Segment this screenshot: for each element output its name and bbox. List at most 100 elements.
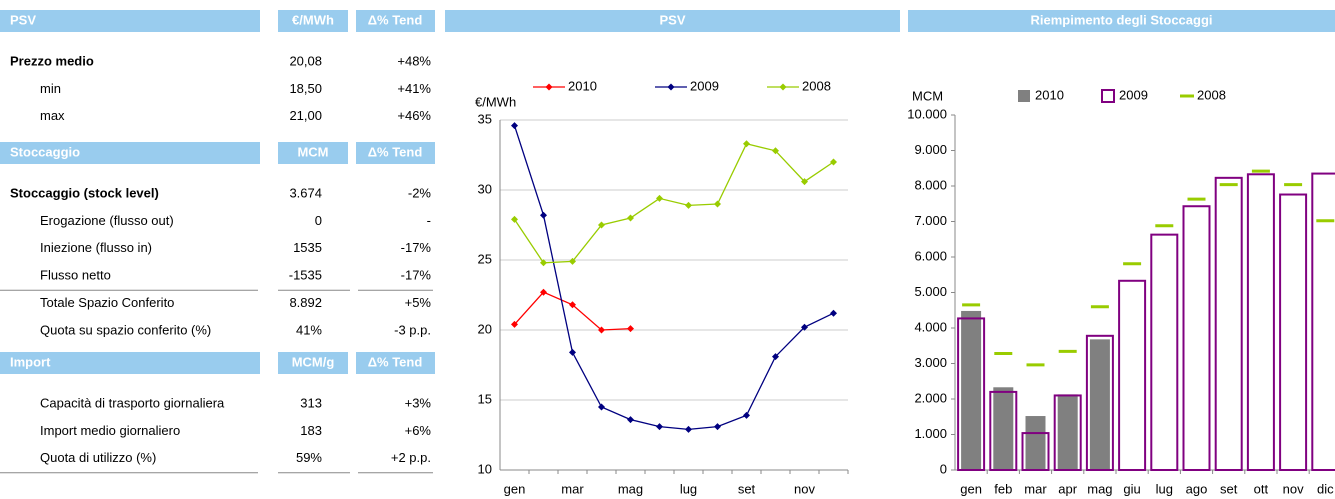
row-value: 183 bbox=[300, 423, 322, 438]
bar bbox=[961, 310, 982, 470]
header-cell bbox=[278, 352, 348, 374]
row-value: 21,00 bbox=[289, 108, 322, 123]
x-tick-label: ott bbox=[1254, 481, 1269, 496]
y-tick-label: 15 bbox=[478, 391, 492, 406]
point-marker bbox=[627, 416, 634, 424]
y-tick-label: 0 bbox=[940, 461, 947, 476]
bar-outline bbox=[1311, 172, 1335, 471]
point-marker bbox=[830, 309, 837, 317]
x-tick-label: ago bbox=[1186, 481, 1208, 496]
y-tick-label: 25 bbox=[478, 251, 492, 266]
y-axis-label: MCM bbox=[912, 88, 943, 103]
header-cell bbox=[278, 142, 348, 164]
row-value: 1535 bbox=[293, 240, 322, 255]
header-cell bbox=[356, 142, 435, 164]
chart-title: Riempimento degli Stoccaggi bbox=[1030, 12, 1212, 27]
header-cell bbox=[0, 142, 260, 164]
x-tick-label: mag bbox=[1087, 481, 1112, 496]
point-marker bbox=[598, 403, 605, 411]
header-cell bbox=[356, 10, 435, 32]
point-marker bbox=[540, 288, 547, 296]
legend-label: 2009 bbox=[1119, 87, 1148, 102]
y-tick-label: 10 bbox=[478, 461, 492, 476]
bar-outline bbox=[1214, 176, 1243, 472]
legend-label: 2008 bbox=[1197, 87, 1226, 102]
bar-outline bbox=[1150, 233, 1179, 471]
series-line bbox=[513, 143, 834, 264]
point-marker bbox=[685, 201, 692, 209]
bar-outline bbox=[989, 390, 1018, 471]
row-label: Quota di utilizzo (%) bbox=[40, 450, 156, 465]
bar-outline bbox=[957, 317, 986, 472]
point-marker bbox=[714, 423, 721, 431]
point-marker bbox=[569, 257, 576, 265]
x-tick-label: lug bbox=[680, 481, 697, 496]
row-change: +5% bbox=[405, 295, 432, 310]
row-label: Iniezione (flusso in) bbox=[40, 240, 152, 255]
y-tick-label: 6.000 bbox=[914, 248, 947, 263]
x-tick-label: mag bbox=[618, 481, 643, 496]
legend-label: 2010 bbox=[568, 78, 597, 93]
row-value: -1535 bbox=[289, 268, 322, 283]
bar-outline bbox=[1021, 432, 1050, 471]
series-line bbox=[513, 125, 834, 431]
point-marker bbox=[598, 221, 605, 229]
x-tick-label: lug bbox=[1156, 481, 1173, 496]
point-marker bbox=[627, 214, 634, 222]
point-marker bbox=[685, 425, 692, 433]
point-marker bbox=[569, 348, 576, 356]
point-marker bbox=[772, 147, 779, 155]
bar bbox=[1057, 394, 1078, 470]
row-label: Quota su spazio conferito (%) bbox=[40, 322, 211, 337]
point-marker bbox=[598, 326, 605, 334]
row-change: +41% bbox=[397, 81, 431, 96]
column-header: MCM/g bbox=[292, 354, 335, 369]
y-tick-label: 5.000 bbox=[914, 284, 947, 299]
y-tick-label: 3.000 bbox=[914, 355, 947, 370]
point-marker bbox=[656, 194, 663, 202]
bar bbox=[1025, 416, 1046, 470]
row-label: Stoccaggio (stock level) bbox=[10, 185, 159, 200]
point-marker bbox=[511, 320, 518, 328]
point-marker bbox=[511, 122, 518, 130]
y-tick-label: 20 bbox=[478, 321, 492, 336]
point-marker bbox=[569, 301, 576, 309]
legend-label: 2010 bbox=[1035, 87, 1064, 102]
row-change: -3 p.p. bbox=[394, 322, 431, 337]
y-tick-label: 8.000 bbox=[914, 177, 947, 192]
bar-outline bbox=[1246, 173, 1275, 471]
y-axis-label: €/MWh bbox=[475, 94, 516, 109]
row-change: +3% bbox=[405, 395, 432, 410]
row-label: min bbox=[40, 81, 61, 96]
y-tick-label: 35 bbox=[478, 111, 492, 126]
legend-marker bbox=[667, 83, 675, 91]
y-tick-label: 10.000 bbox=[907, 106, 947, 121]
row-label: Import medio giornaliero bbox=[40, 423, 180, 438]
point-marker bbox=[772, 353, 779, 361]
x-tick-label: nov bbox=[794, 481, 815, 496]
row-value: 0 bbox=[315, 213, 322, 228]
point-marker bbox=[801, 178, 808, 186]
x-tick-label: set bbox=[1220, 481, 1238, 496]
header-cell bbox=[278, 10, 348, 32]
section-title: Stoccaggio bbox=[10, 144, 80, 159]
point-marker bbox=[627, 325, 634, 333]
row-change: +6% bbox=[405, 423, 432, 438]
x-tick-label: gen bbox=[504, 481, 526, 496]
y-tick-label: 9.000 bbox=[914, 142, 947, 157]
y-tick-label: 2.000 bbox=[914, 390, 947, 405]
legend-marker bbox=[779, 83, 787, 91]
row-change: +46% bbox=[397, 108, 431, 123]
point-marker bbox=[511, 215, 518, 223]
y-tick-label: 30 bbox=[478, 181, 492, 196]
point-marker bbox=[540, 259, 547, 267]
bar-outline bbox=[1182, 205, 1211, 472]
x-tick-label: apr bbox=[1058, 481, 1077, 496]
column-header: Δ% Tend bbox=[368, 144, 423, 159]
point-marker bbox=[830, 158, 837, 166]
column-header: MCM bbox=[297, 144, 328, 159]
row-label: Erogazione (flusso out) bbox=[40, 213, 174, 228]
legend-swatch bbox=[1018, 90, 1030, 102]
legend-label: 2008 bbox=[802, 78, 831, 93]
series-line bbox=[514, 291, 631, 331]
